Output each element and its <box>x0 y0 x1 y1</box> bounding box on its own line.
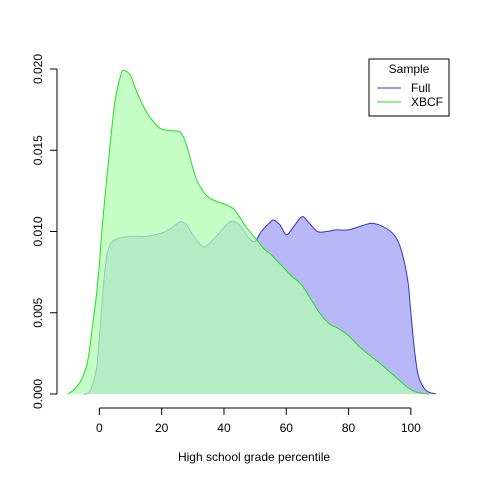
density-line-xbcf <box>67 69 430 395</box>
x-tick-label: 0 <box>96 421 103 435</box>
y-tick-label: 0.010 <box>31 216 45 246</box>
x-tick-label: 80 <box>342 421 356 435</box>
x-tick-label: 60 <box>280 421 294 435</box>
legend-label-xbcf: XBCF <box>411 95 443 109</box>
x-tick-label: 20 <box>155 421 169 435</box>
y-tick-label: 0.020 <box>31 54 45 84</box>
x-tick-label: 40 <box>217 421 231 435</box>
axes: 0 20 40 60 80 100 0.000 0.005 0.010 0.015 0.020 <box>31 54 421 435</box>
y-tick-label: 0.000 <box>31 379 45 409</box>
x-tick-label: 100 <box>401 421 421 435</box>
y-tick-label: 0.005 <box>31 297 45 327</box>
density-area-xbcf <box>68 70 430 394</box>
legend: Sample Full XBCF <box>368 58 450 117</box>
legend-label-full: Full <box>411 81 430 95</box>
plot-area <box>67 69 436 395</box>
legend-title: Sample <box>389 62 430 76</box>
y-tick-label: 0.015 <box>31 135 45 165</box>
legend-box <box>368 58 450 117</box>
x-axis-title: High school grade percentile <box>178 450 330 464</box>
